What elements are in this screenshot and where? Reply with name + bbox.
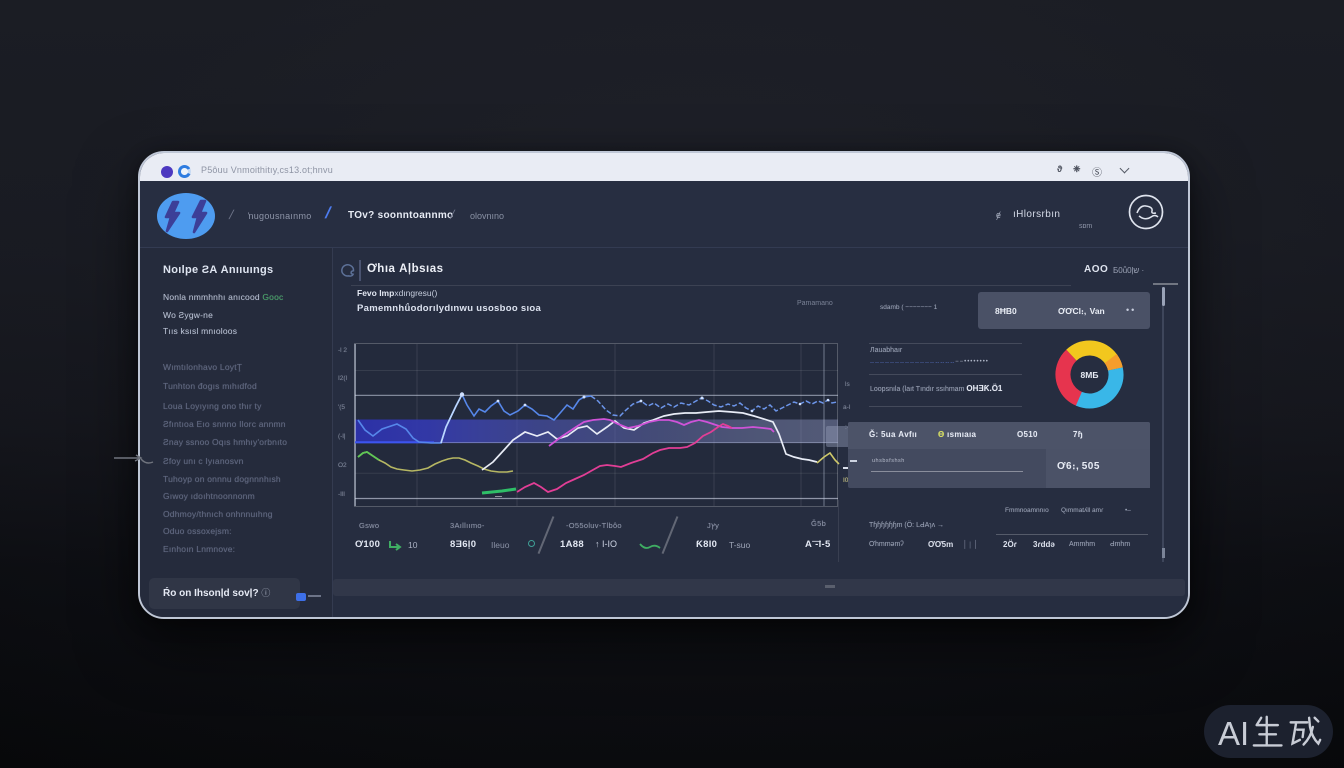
svg-text:8МБ: 8МБ [1081, 370, 1099, 380]
